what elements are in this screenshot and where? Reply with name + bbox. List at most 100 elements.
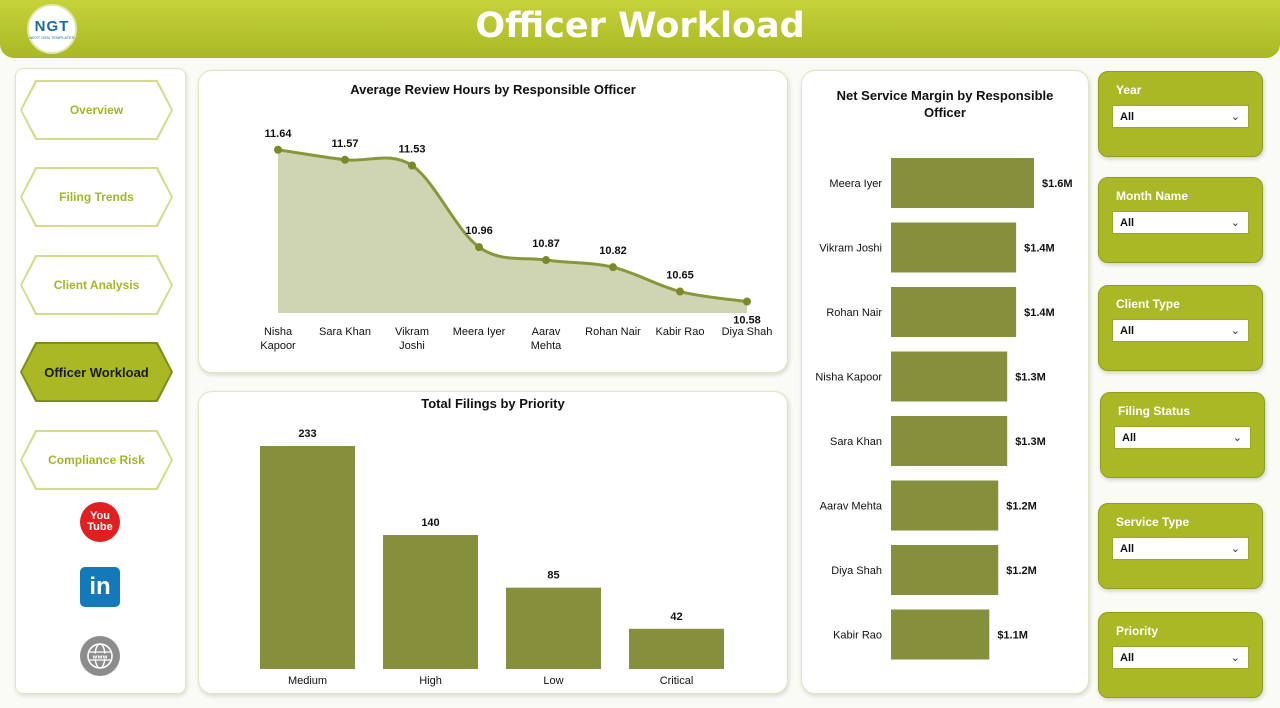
bar-rohan-nair[interactable] xyxy=(891,287,1017,337)
filter-label: Month Name xyxy=(1116,189,1188,203)
bar-sara-khan[interactable] xyxy=(891,416,1008,466)
data-label: $1.3M xyxy=(1015,436,1046,448)
globe-text: www xyxy=(92,654,107,660)
chevron-down-icon: ⌄ xyxy=(1230,111,1240,123)
nav-item-client-analysis[interactable]: Client Analysis xyxy=(20,255,173,315)
data-point-nisha-kapoor[interactable] xyxy=(274,145,282,154)
x-tick-label: High xyxy=(419,675,442,687)
filing-status-dropdown[interactable]: All ⌄ xyxy=(1114,426,1251,449)
dropdown-value: All xyxy=(1120,324,1135,337)
x-tick-label: Aarav xyxy=(532,326,561,338)
nav-item-overview[interactable]: Overview xyxy=(20,80,173,140)
data-point-rohan-nair[interactable] xyxy=(609,263,617,272)
bar-diya-shah[interactable] xyxy=(891,545,999,595)
x-tick-label: Kapoor xyxy=(260,340,296,352)
x-tick-label: Joshi xyxy=(399,340,425,352)
x-tick-label: Meera Iyer xyxy=(453,326,506,338)
data-label: 10.58 xyxy=(733,315,761,327)
logo-text: NGT xyxy=(34,18,70,35)
month-name-dropdown[interactable]: All ⌄ xyxy=(1112,211,1249,234)
client-type-dropdown[interactable]: All ⌄ xyxy=(1112,319,1249,342)
data-label: 11.53 xyxy=(399,144,426,156)
dropdown-value: All xyxy=(1120,542,1135,555)
dropdown-value: All xyxy=(1120,216,1135,229)
net-margin-title: Net Service Margin by Responsible Office… xyxy=(836,88,1054,120)
data-label: 10.96 xyxy=(465,225,493,237)
page-title: Officer Workload xyxy=(475,6,805,46)
x-tick-label: Low xyxy=(543,675,563,687)
filter-client-type: Client Type All ⌄ xyxy=(1098,285,1263,371)
data-label: $1.1M xyxy=(997,630,1028,642)
data-point-kabir-rao[interactable] xyxy=(676,287,684,296)
nav-item-label: Officer Workload xyxy=(44,364,149,380)
filter-service-type: Service Type All ⌄ xyxy=(1098,503,1263,589)
x-tick-label: Rohan Nair xyxy=(585,326,641,338)
year-dropdown[interactable]: All ⌄ xyxy=(1112,105,1249,128)
y-tick-label: Nisha Kapoor xyxy=(815,372,882,384)
data-point-vikram-joshi[interactable] xyxy=(408,161,416,170)
bar-kabir-rao[interactable] xyxy=(891,609,990,660)
chevron-down-icon: ⌄ xyxy=(1232,432,1242,444)
youtube-text: You Tube xyxy=(87,510,113,533)
x-tick-label: Nisha xyxy=(264,326,293,338)
bar-nisha-kapoor[interactable] xyxy=(891,351,1008,402)
company-logo[interactable]: NGT NEXT GEN TEMPLATES xyxy=(27,4,77,54)
data-label: 10.87 xyxy=(532,238,560,250)
filter-month-name: Month Name All ⌄ xyxy=(1098,177,1263,263)
globe-graphic: www xyxy=(87,643,113,669)
data-label: 233 xyxy=(298,428,316,440)
chevron-down-icon: ⌄ xyxy=(1230,543,1240,555)
data-label: 85 xyxy=(547,570,559,582)
linkedin-icon[interactable]: in xyxy=(80,567,120,607)
chevron-down-icon: ⌄ xyxy=(1230,325,1240,337)
nav-item-filing-trends[interactable]: Filing Trends xyxy=(20,167,173,227)
bar-meera-iyer[interactable] xyxy=(891,158,1034,208)
data-label: 11.57 xyxy=(332,138,359,150)
chevron-down-icon: ⌄ xyxy=(1230,652,1240,664)
data-point-sara-khan[interactable] xyxy=(341,155,349,164)
bar-vikram-joshi[interactable] xyxy=(891,222,1017,273)
data-label: $1.6M xyxy=(1042,178,1073,190)
service-type-dropdown[interactable]: All ⌄ xyxy=(1112,537,1249,560)
linkedin-text: in xyxy=(89,573,111,600)
review-hours-chart: 11.64 Nisha Kapoor 11.57 Sara Khan 11.53 Vikra… xyxy=(260,128,772,352)
review-hours-card: Average Review Hours by Responsible Offi… xyxy=(198,70,788,373)
y-tick-label: Aarav Mehta xyxy=(820,501,883,513)
data-point-aarav-mehta[interactable] xyxy=(542,256,550,265)
x-tick-label: Vikram xyxy=(395,326,429,338)
y-tick-label: Diya Shah xyxy=(831,565,882,577)
data-point-diya-shah[interactable] xyxy=(743,297,751,306)
nav-item-label: Client Analysis xyxy=(53,278,140,292)
nav-item-officer-workload[interactable]: Officer Workload xyxy=(20,342,173,402)
bar-critical[interactable] xyxy=(629,628,724,669)
filter-label: Year xyxy=(1116,83,1142,97)
data-point-meera-iyer[interactable] xyxy=(475,243,483,252)
y-tick-label: Rohan Nair xyxy=(826,307,882,319)
bar-low[interactable] xyxy=(506,587,601,669)
priority-dropdown[interactable]: All ⌄ xyxy=(1112,646,1249,669)
filter-priority: Priority All ⌄ xyxy=(1098,612,1263,698)
filings-priority-title: Total Filings by Priority xyxy=(421,396,565,411)
data-label: 140 xyxy=(421,517,439,529)
bar-high[interactable] xyxy=(383,535,478,669)
data-label: 10.65 xyxy=(666,270,694,282)
nav-item-label: Compliance Risk xyxy=(48,453,145,467)
filter-label: Filing Status xyxy=(1118,404,1190,418)
data-label: 42 xyxy=(670,611,682,623)
globe-icon[interactable]: www xyxy=(80,636,120,676)
data-label: 11.64 xyxy=(265,128,293,140)
bar-medium[interactable] xyxy=(260,446,355,669)
dropdown-value: All xyxy=(1120,110,1135,123)
nav-item-compliance-risk[interactable]: Compliance Risk xyxy=(20,430,173,490)
data-label: $1.2M xyxy=(1006,565,1037,577)
filings-priority-card: Total Filings by Priority 233 Medium 140 Hi… xyxy=(198,391,788,694)
youtube-icon[interactable]: You Tube xyxy=(80,502,120,542)
x-tick-label: Critical xyxy=(660,675,694,687)
bar-aarav-mehta[interactable] xyxy=(891,480,999,531)
filter-label: Client Type xyxy=(1116,297,1180,311)
net-margin-card: Net Service Margin by Responsible Office… xyxy=(801,70,1089,694)
area-fill xyxy=(278,149,747,313)
review-hours-title: Average Review Hours by Responsible Offi… xyxy=(350,82,636,97)
x-tick-label: Mehta xyxy=(531,340,562,352)
nav-item-label: Filing Trends xyxy=(59,190,134,204)
